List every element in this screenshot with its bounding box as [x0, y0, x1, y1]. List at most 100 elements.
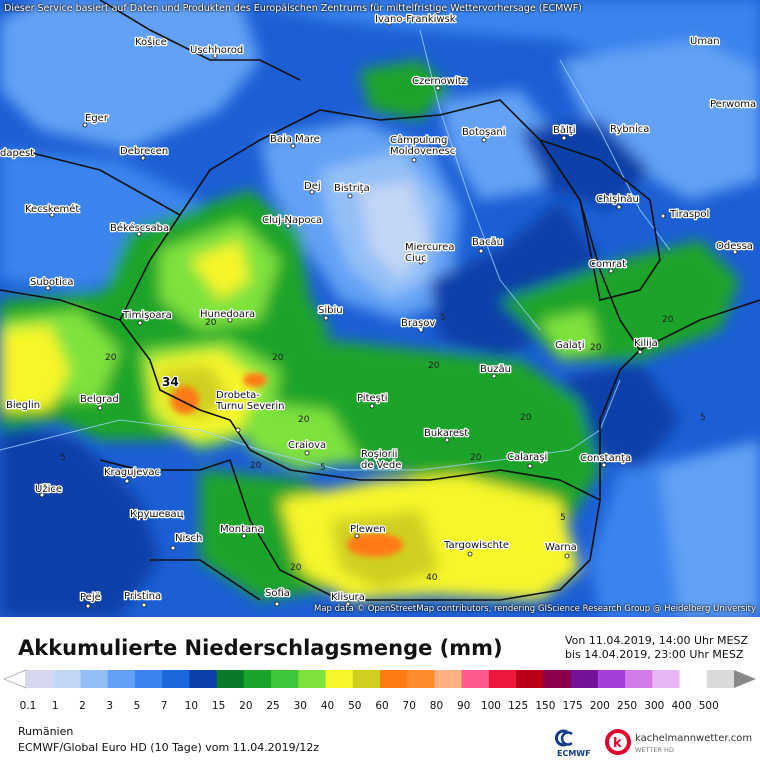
- scale-tick-label: 300: [644, 700, 664, 712]
- city-label: Buzău: [480, 364, 511, 375]
- scale-color-box: [516, 670, 544, 688]
- model-label: ECMWF/Global Euro HD (10 Tage) vom 11.04…: [18, 741, 320, 754]
- city-label: Pejë: [80, 592, 101, 603]
- contour-label: 40: [426, 573, 438, 583]
- scale-color-box: [26, 670, 54, 688]
- city-label: Cluj-Napoca: [262, 215, 322, 226]
- city-label: Rybnica: [610, 124, 649, 135]
- city-label: Galaţi: [555, 340, 584, 351]
- region-label: Rumänien: [18, 725, 74, 738]
- contour-label: 5: [320, 463, 326, 473]
- city-label: Bistriţa: [334, 183, 370, 194]
- scale-color-box: [407, 670, 435, 688]
- city-label: Košice: [135, 36, 167, 48]
- scale-color-box: [488, 670, 517, 688]
- svg-text:k: k: [613, 736, 622, 751]
- city-label: Plewen: [350, 524, 386, 535]
- precip-field: [0, 0, 760, 617]
- scale-tick-label: 70: [403, 700, 416, 712]
- time-to: bis 14.04.2019, 23:00 Uhr MESZ: [564, 648, 744, 661]
- city-label: Drobeta-Turnu Severin: [215, 390, 285, 412]
- scale-color-box: [189, 670, 218, 688]
- precipitation-map[interactable]: Ivano-Frankiwsk Košice Uschhorod Uman Cz…: [0, 0, 760, 617]
- city-label: Klisura: [331, 592, 365, 603]
- scale-color-box: [597, 670, 626, 688]
- city-label: Calaraşi: [507, 452, 547, 463]
- scale-tick-label: 175: [563, 700, 583, 712]
- contour-label: 5: [560, 513, 566, 523]
- scale-tick-label: 40: [321, 700, 334, 712]
- city-label: Timişoara: [122, 310, 172, 321]
- contour-label: 20: [428, 361, 440, 371]
- contour-label: 20: [520, 413, 532, 423]
- scale-color-box: [107, 670, 136, 688]
- city-label: Крушевац: [130, 509, 184, 520]
- scale-color-box: [434, 670, 463, 688]
- contour-label: 20: [470, 453, 482, 463]
- scale-tick-label: 100: [481, 700, 501, 712]
- city-label: Subotica: [30, 277, 73, 288]
- city-label: Chişinău: [596, 194, 639, 205]
- scale-color-box: [134, 670, 163, 688]
- maximum-value-label: 34: [162, 375, 179, 389]
- city-label: Craiova: [288, 440, 326, 451]
- scale-tick-label: 60: [375, 700, 388, 712]
- scale-color-box: [679, 670, 708, 688]
- city-label: Warna: [545, 542, 577, 553]
- scale-arrow-high: [734, 670, 756, 688]
- city-label: Nisch: [175, 533, 202, 544]
- scale-tick-label: 125: [508, 700, 528, 712]
- scale-tick-label: 50: [348, 700, 361, 712]
- scale-color-box: [652, 670, 680, 688]
- map-svg: Ivano-Frankiwsk Košice Uschhorod Uman Cz…: [0, 0, 760, 617]
- city-label: Kragujevac: [104, 467, 160, 478]
- legend-panel: [0, 617, 760, 760]
- city-label: Braşov: [401, 318, 435, 329]
- scale-tick-label: 80: [430, 700, 443, 712]
- city-label: Uman: [690, 36, 720, 47]
- city-label: Constanţa: [580, 453, 631, 464]
- precip-maxima: [171, 373, 403, 557]
- country-borders: [0, 0, 760, 601]
- time-from: Von 11.04.2019, 14:00 Uhr MESZ: [564, 634, 748, 647]
- scale-tick-label: 30: [294, 700, 307, 712]
- city-label: Eger: [85, 113, 109, 124]
- city-label: Békéscsaba: [110, 222, 169, 234]
- contour-label: 20: [290, 563, 302, 573]
- legend-title: Akkumulierte Niederschlagsmenge (mm): [18, 636, 503, 660]
- scale-tick-label: 25: [266, 700, 279, 712]
- kachelmannwetter-logo[interactable]: k kachelmannwetter.com WETTER HD: [604, 726, 754, 758]
- contour-label: 20: [590, 343, 602, 353]
- contour-label: 20: [105, 353, 117, 363]
- city-label: Czernowitz: [412, 76, 467, 87]
- scale-tick-label: 10: [185, 700, 198, 712]
- scale-color-box: [352, 670, 381, 688]
- city-label: dapest: [0, 148, 34, 159]
- city-label: Pristina: [124, 591, 161, 602]
- scale-color-box: [570, 670, 599, 688]
- city-label: Sofia: [265, 588, 290, 599]
- scale-tick-label: 250: [617, 700, 637, 712]
- city-label: Bacău: [472, 237, 503, 248]
- contour-label: 20: [272, 353, 284, 363]
- map-attribution: Map data © OpenStreetMap contributors, r…: [314, 604, 756, 614]
- city-label: Montana: [220, 524, 264, 535]
- scale-tick-label: 200: [590, 700, 610, 712]
- city-label: Botoşani: [462, 127, 505, 138]
- scale-tick-label: 3: [106, 700, 113, 712]
- scale-color-box: [625, 670, 653, 688]
- scale-color-box: [216, 670, 245, 688]
- kachel-logo-sub: WETTER HD: [635, 746, 674, 754]
- city-label: Targowischte: [443, 540, 509, 551]
- scale-color-box: [162, 670, 190, 688]
- city-label: Debrecen: [120, 146, 168, 157]
- color-scale: 0.1 1 2 3 5 7 10 15 20 25 30 40 50 60 70 80 90 100 125 150 1…: [3, 669, 756, 712]
- ecmwf-logo[interactable]: ECMWF: [555, 728, 593, 758]
- contour-label: 20: [662, 315, 674, 325]
- city-label: Tiraspol: [669, 209, 709, 220]
- city-label: Kilija: [634, 338, 658, 349]
- city-label: Comrat: [589, 259, 626, 270]
- scale-tick-label: 0.1: [20, 700, 37, 712]
- city-label: Kecskemét: [25, 203, 79, 215]
- scale-color-box: [325, 670, 354, 688]
